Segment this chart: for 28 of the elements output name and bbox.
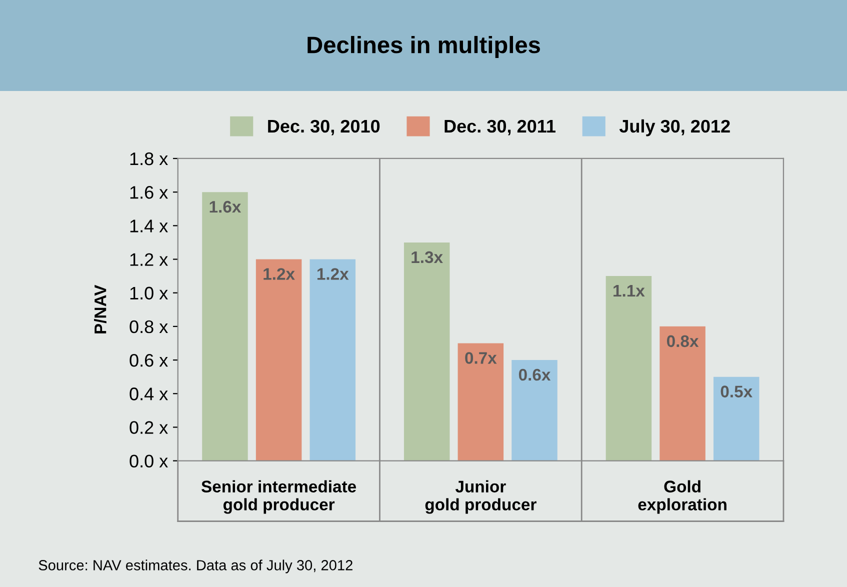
- data-label: 1.6x: [210, 200, 242, 213]
- y-axis-title: P/NAV: [94, 284, 106, 334]
- y-tick-label: 0.8 x: [130, 320, 168, 334]
- source-note: Source: NAV estimates. Data as of July 30, 2012: [38, 560, 352, 574]
- data-label: 1.2x: [264, 268, 295, 280]
- legend-label: July 30, 2012: [619, 119, 730, 136]
- data-label: 1.2x: [317, 268, 349, 280]
- legend-label: Dec. 30, 2010: [268, 120, 380, 136]
- data-label: 1.3x: [412, 251, 443, 264]
- y-tick-label: 0.2 x: [130, 421, 168, 434]
- y-tick-label: 1.6 x: [130, 186, 168, 199]
- chart-title: Declines in multiples: [308, 36, 540, 58]
- data-label: 0.7x: [465, 352, 497, 364]
- data-label: 0.5x: [720, 386, 752, 398]
- y-tick-label: 1.8 x: [130, 152, 168, 166]
- y-tick-label: 1.0 x: [130, 286, 168, 300]
- data-label: 1.1x: [614, 285, 645, 297]
- y-tick-label: 0.0 x: [130, 454, 168, 468]
- data-label: 0.8x: [666, 335, 699, 348]
- y-tick-label: 0.6 x: [130, 354, 168, 367]
- x-tick-label: Gold exploration: [638, 480, 726, 514]
- y-tick-label: 1.2 x: [130, 253, 168, 266]
- x-tick-label: Senior intermediate gold producer: [201, 480, 356, 514]
- legend-label: Dec. 30, 2011: [444, 120, 556, 136]
- x-tick-label: Junior gold producer: [425, 480, 536, 514]
- y-tick-label: 0.4 x: [130, 388, 168, 400]
- y-tick-label: 1.4 x: [130, 220, 168, 232]
- data-label: 0.6x: [518, 368, 551, 381]
